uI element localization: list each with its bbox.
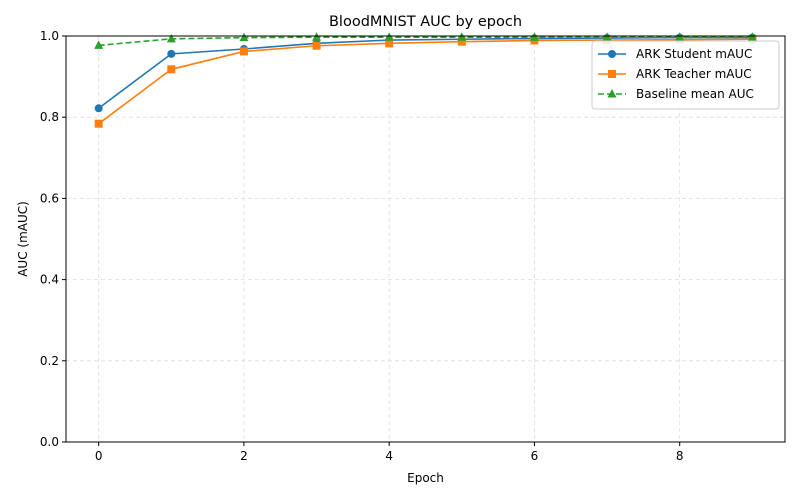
legend-label: ARK Teacher mAUC — [636, 67, 752, 81]
legend: ARK Student mAUC ARK Teacher mAUC Baseline… — [591, 40, 780, 110]
data-point — [166, 33, 176, 43]
x-tick-label: 8 — [676, 449, 684, 463]
chart-title: BloodMNIST AUC by epoch — [329, 14, 522, 30]
legend-item: ARK Teacher mAUC — [598, 67, 752, 81]
legend-item: Baseline mean AUC — [598, 87, 754, 101]
data-point — [385, 39, 394, 48]
y-tick-label: 0.8 — [40, 110, 59, 124]
series-line — [98, 36, 753, 47]
y-tick-label: 0.2 — [40, 354, 59, 368]
data-point — [457, 37, 466, 46]
legend-marker — [608, 50, 616, 58]
data-point — [239, 47, 248, 56]
data-point — [312, 41, 321, 50]
legend-label: Baseline mean AUC — [636, 87, 754, 101]
x-tick-label: 0 — [95, 449, 103, 463]
x-tick-label: 4 — [385, 449, 393, 463]
data-point — [94, 40, 104, 49]
data-point — [167, 65, 176, 74]
legend-marker — [608, 70, 616, 78]
data-point — [167, 49, 176, 58]
data-point — [94, 104, 103, 113]
series-line — [98, 38, 753, 125]
data-point — [94, 119, 103, 128]
legend-label: ARK Student mAUC — [636, 47, 752, 61]
y-tick-label: 0.0 — [40, 435, 59, 449]
x-tick-label: 6 — [531, 449, 539, 463]
series-layer — [94, 32, 757, 128]
legend-box — [591, 40, 780, 110]
x-tick-label: 2 — [240, 449, 248, 463]
y-tick-label: 1.0 — [40, 29, 59, 43]
y-tick-label: 0.6 — [40, 191, 59, 205]
legend-item: ARK Student mAUC — [598, 47, 752, 61]
y-axis-label: AUC (mAUC) — [16, 201, 30, 277]
data-point — [239, 32, 249, 42]
y-tick-label: 0.4 — [40, 273, 59, 287]
x-axis-label: Epoch — [407, 471, 444, 485]
legend-marker — [607, 89, 617, 98]
axis-ticks: 0 2 4 6 8 0.0 0.2 0.4 0.6 0.8 1.0 — [40, 29, 684, 463]
plot-frame — [65, 35, 786, 443]
